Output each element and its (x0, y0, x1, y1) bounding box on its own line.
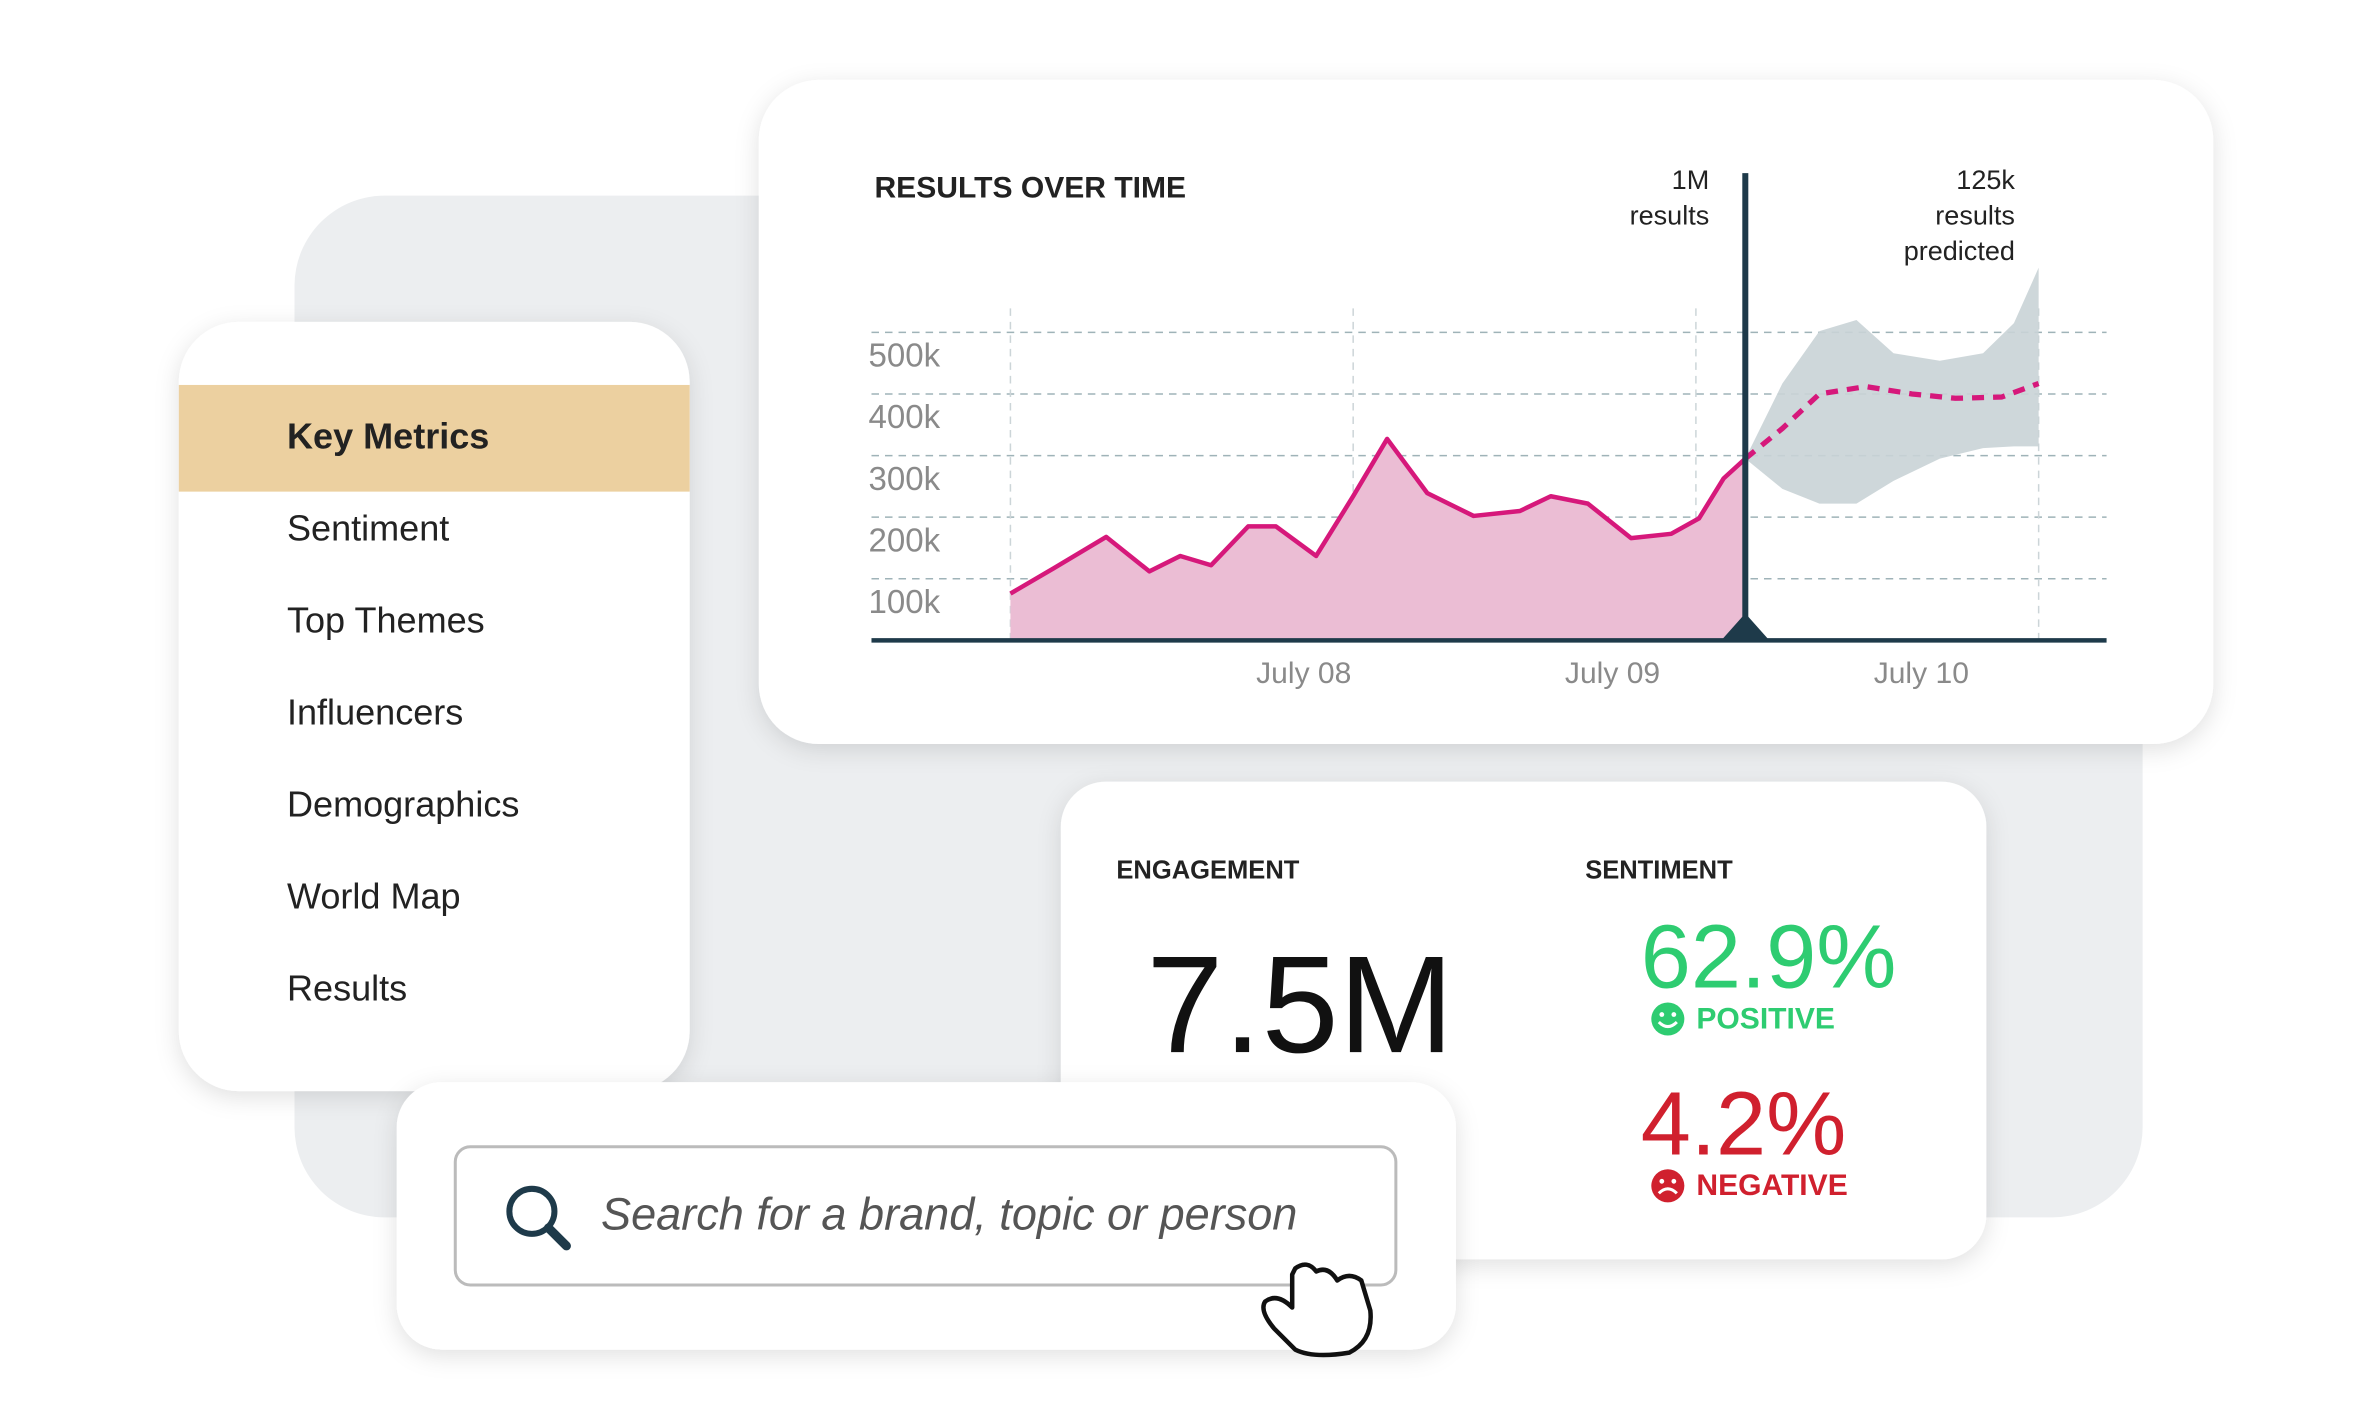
engagement-value: 7.5M (1146, 928, 1453, 1082)
sentiment-title: SENTIMENT (1585, 857, 1733, 885)
prediction-band (1745, 267, 2039, 504)
y-tick-label: 400k (868, 399, 940, 436)
search-input[interactable] (453, 1145, 1398, 1287)
marker-label: results (1630, 201, 1710, 231)
frown-icon (1651, 1169, 1685, 1203)
area (1010, 438, 1746, 641)
y-tick-label: 300k (868, 461, 940, 498)
chart: 100k 200k 300k 400k 500k July 08 July 09 July 1… (868, 165, 2107, 690)
nav-item[interactable]: World Map (287, 875, 461, 916)
x-tick-label: July 08 (1256, 657, 1351, 690)
nav-item[interactable]: Demographics (287, 783, 519, 824)
nav: Key Metrics Sentiment Top Themes Influencer… (287, 416, 519, 1009)
line (1009, 436, 1747, 596)
positive-value: 62.9% (1641, 906, 1897, 1007)
nav-item[interactable]: Results (287, 967, 407, 1008)
prediction-line (1743, 381, 2040, 461)
chart-title: RESULTS OVER TIME (874, 172, 1186, 205)
hand-cursor (1261, 1262, 1373, 1358)
y-tick-label: 200k (868, 522, 940, 559)
positive-label: POSITIVE (1696, 1002, 1835, 1035)
nav-item[interactable]: Sentiment (287, 508, 449, 549)
y-tick-label: 500k (868, 338, 940, 375)
negative-value: 4.2% (1641, 1073, 1846, 1174)
x-tick-label: July 10 (1874, 657, 1969, 690)
forecast-label: results (1935, 201, 2015, 231)
x-tick-label: July 09 (1565, 657, 1660, 690)
forecast-label: 125k (1956, 165, 2015, 195)
forecast-label: predicted (1904, 236, 2015, 266)
y-tick-label: 100k (868, 584, 940, 621)
negative-label: NEGATIVE (1696, 1169, 1847, 1202)
nav-item[interactable]: Influencers (287, 691, 463, 732)
nav-item[interactable]: Top Themes (287, 599, 485, 640)
engagement-title: ENGAGEMENT (1116, 857, 1299, 885)
search-placeholder: Search for a brand, topic or person (601, 1188, 1297, 1239)
nav-card (178, 321, 690, 1092)
smile-icon (1651, 1002, 1685, 1036)
nav-item[interactable]: Key Metrics (287, 416, 489, 457)
now-marker (1721, 613, 1770, 641)
marker-label: 1M (1672, 165, 1710, 195)
nav-active-bg (178, 384, 690, 492)
search-icon (506, 1185, 571, 1251)
